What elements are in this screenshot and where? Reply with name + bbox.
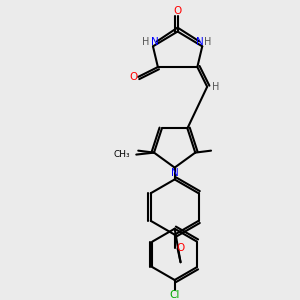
Text: CH₃: CH₃ xyxy=(114,150,130,159)
Text: O: O xyxy=(176,243,185,254)
Text: N: N xyxy=(196,38,204,47)
Text: H: H xyxy=(205,38,212,47)
Text: N: N xyxy=(171,167,178,178)
Text: Cl: Cl xyxy=(169,290,180,300)
Text: O: O xyxy=(129,72,137,82)
Text: H: H xyxy=(142,38,150,47)
Text: O: O xyxy=(173,6,182,16)
Text: H: H xyxy=(212,82,220,92)
Text: N: N xyxy=(151,38,159,47)
